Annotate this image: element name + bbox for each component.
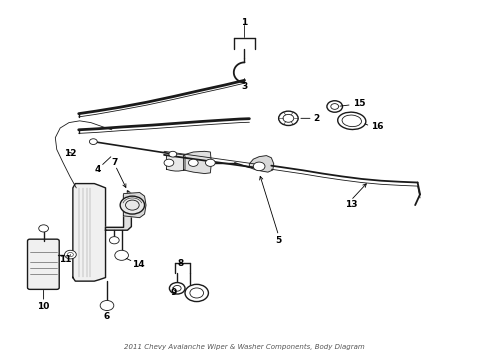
Circle shape xyxy=(326,101,342,112)
Text: 8: 8 xyxy=(177,259,183,268)
Circle shape xyxy=(205,159,215,166)
Text: 16: 16 xyxy=(370,122,383,131)
Polygon shape xyxy=(183,151,211,174)
Circle shape xyxy=(39,225,48,232)
Text: 13: 13 xyxy=(344,200,356,209)
Circle shape xyxy=(253,162,264,171)
FancyBboxPatch shape xyxy=(27,239,59,289)
Polygon shape xyxy=(73,184,105,281)
Circle shape xyxy=(278,111,298,126)
Circle shape xyxy=(168,151,176,157)
Text: 6: 6 xyxy=(103,312,110,321)
Circle shape xyxy=(64,250,76,259)
Text: 3: 3 xyxy=(241,82,247,91)
Text: 2011 Chevy Avalanche Wiper & Washer Components, Body Diagram: 2011 Chevy Avalanche Wiper & Washer Comp… xyxy=(124,344,364,350)
Text: 2: 2 xyxy=(313,114,319,123)
Ellipse shape xyxy=(337,112,365,130)
Circle shape xyxy=(184,284,208,302)
Circle shape xyxy=(188,159,198,166)
Text: 14: 14 xyxy=(132,260,144,269)
Text: 4: 4 xyxy=(95,165,101,174)
Circle shape xyxy=(163,159,173,166)
Polygon shape xyxy=(166,154,184,171)
Polygon shape xyxy=(249,156,273,172)
Text: 10: 10 xyxy=(38,302,50,311)
Text: 15: 15 xyxy=(352,99,365,108)
Polygon shape xyxy=(123,193,146,218)
Circle shape xyxy=(89,139,97,144)
Circle shape xyxy=(115,250,128,260)
Text: 9: 9 xyxy=(170,288,177,297)
Text: 7: 7 xyxy=(111,158,117,167)
Text: 1: 1 xyxy=(241,18,247,27)
Circle shape xyxy=(100,301,114,311)
Text: 5: 5 xyxy=(275,236,281,245)
Circle shape xyxy=(120,196,144,214)
Circle shape xyxy=(169,283,184,294)
Text: 11: 11 xyxy=(59,255,72,264)
Text: 12: 12 xyxy=(63,149,76,158)
Circle shape xyxy=(109,237,119,244)
Polygon shape xyxy=(105,191,131,230)
